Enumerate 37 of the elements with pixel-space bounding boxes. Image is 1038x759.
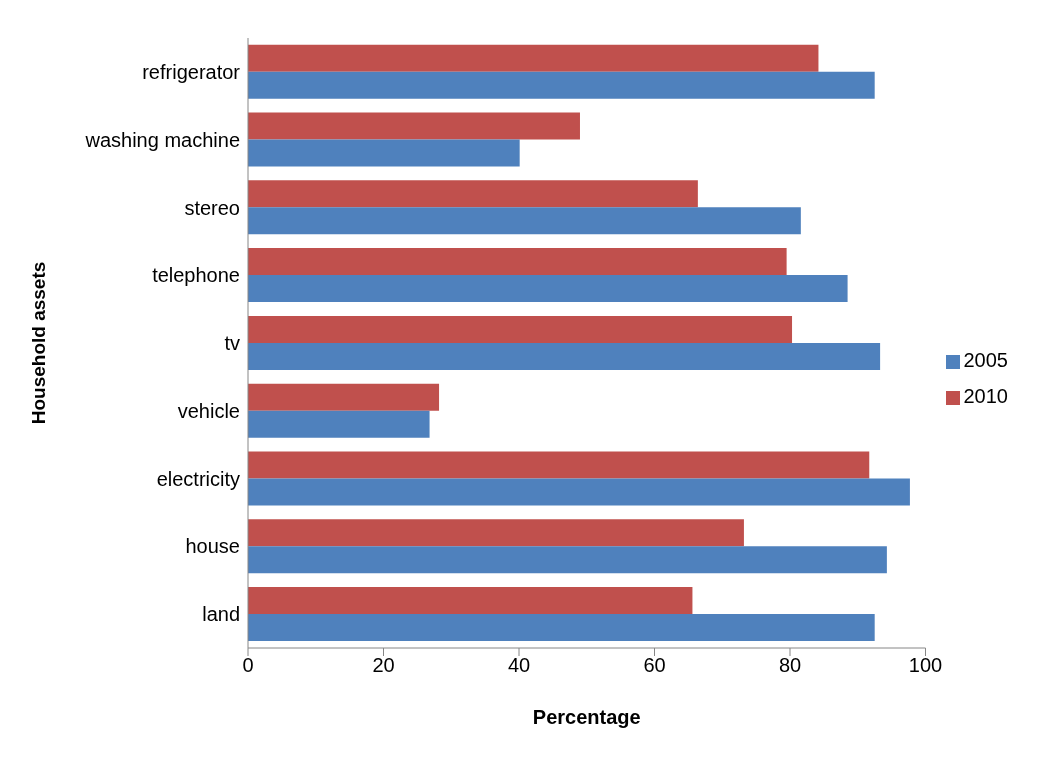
bar: [248, 112, 580, 140]
y-tick-label: washing machine: [84, 128, 240, 151]
legend-label: 2010: [963, 385, 1008, 407]
x-axis-title: Percentage: [532, 706, 641, 729]
y-tick-label: tv: [224, 332, 240, 355]
x-tick-label: 80: [778, 654, 802, 677]
bar: [248, 451, 870, 479]
bar: [248, 546, 887, 574]
x-tick-label: 20: [372, 654, 395, 677]
y-tick-label: refrigerator: [142, 60, 241, 83]
bar: [248, 614, 875, 641]
x-tick-label: 60: [643, 654, 666, 677]
y-tick-label: land: [202, 603, 240, 626]
y-tick-label: vehicle: [177, 399, 240, 422]
bar: [248, 383, 440, 411]
bar: [248, 587, 693, 614]
bar: [248, 342, 881, 370]
bar: [248, 207, 801, 235]
bar: [248, 410, 430, 438]
legend-label: 2005: [963, 349, 1008, 371]
y-tick-label: telephone: [152, 264, 240, 287]
y-tick-label: stereo: [184, 196, 240, 219]
bar: [248, 519, 744, 547]
bar: [248, 478, 910, 506]
x-tick-label: 40: [507, 654, 531, 677]
bar: [248, 248, 787, 276]
bar: [248, 139, 520, 167]
y-axis-title: Household assets: [27, 261, 49, 425]
bar: [248, 44, 819, 72]
bar: [248, 180, 698, 208]
y-tick-label: house: [185, 535, 240, 558]
y-tick-label: electricity: [156, 467, 240, 490]
x-tick-label: 0: [242, 654, 254, 677]
bar: [248, 275, 848, 303]
bar: [248, 71, 875, 99]
bar: [248, 315, 793, 343]
x-tick-label: 100: [908, 654, 943, 677]
